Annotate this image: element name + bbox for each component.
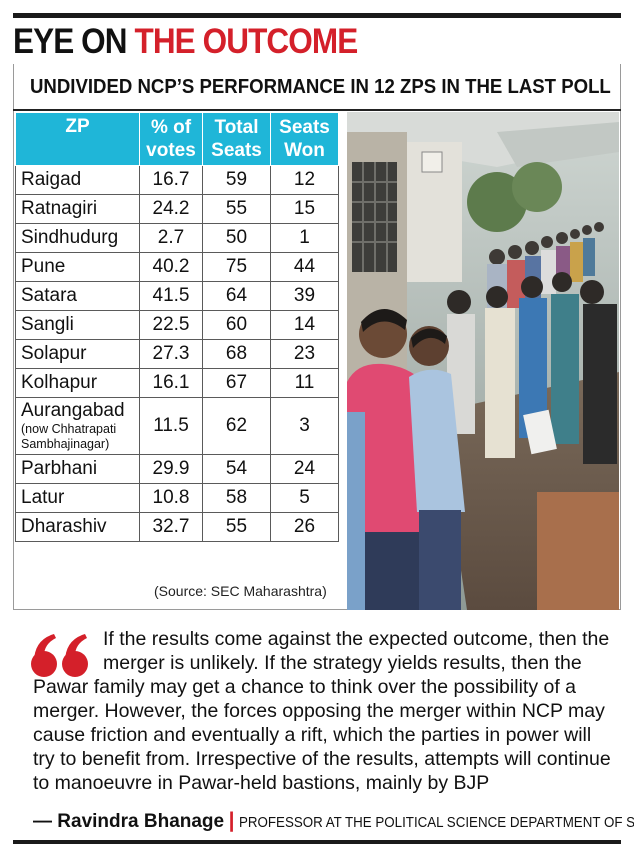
cell-zp: Sindhudurg xyxy=(15,223,140,253)
cell-total: 64 xyxy=(202,281,271,311)
cell-votes: 41.5 xyxy=(139,281,203,311)
cell-votes: 16.1 xyxy=(139,368,203,398)
cell-votes: 16.7 xyxy=(139,165,203,195)
zp-note-line-2: Sambhajinagar) xyxy=(21,437,110,451)
cell-total: 59 xyxy=(202,165,271,195)
table-row: Sindhudurg 2.7 50 1 xyxy=(15,223,339,253)
table-row: Kolhapur 16.1 67 11 xyxy=(15,368,339,398)
top-rule xyxy=(13,13,621,18)
cell-won: 23 xyxy=(270,339,339,369)
cell-zp: Kolhapur xyxy=(15,368,140,398)
cell-zp: Ratnagiri xyxy=(15,194,140,224)
table-row: Solapur 27.3 68 23 xyxy=(15,339,339,369)
table-row: Ratnagiri 24.2 55 15 xyxy=(15,194,339,224)
cell-total: 50 xyxy=(202,223,271,253)
cell-votes: 11.5 xyxy=(139,397,203,455)
cell-zp: Aurangabad (now Chhatrapati Sambhajinaga… xyxy=(15,397,140,455)
cell-total: 55 xyxy=(202,194,271,224)
cell-total: 75 xyxy=(202,252,271,282)
cell-votes: 2.7 xyxy=(139,223,203,253)
cell-votes: 22.5 xyxy=(139,310,203,340)
cell-votes: 27.3 xyxy=(139,339,203,369)
cell-zp: Solapur xyxy=(15,339,140,369)
bottom-rule xyxy=(13,840,621,844)
cell-zp: Sangli xyxy=(15,310,140,340)
cell-zp: Dharashiv xyxy=(15,512,140,542)
cell-zp: Raigad xyxy=(15,165,140,195)
cell-won: 3 xyxy=(270,397,339,455)
zp-note-line-1: (now Chhatrapati xyxy=(21,422,117,436)
cell-won: 5 xyxy=(270,483,339,513)
header-total-seats: Total Seats xyxy=(202,112,271,166)
cell-total: 55 xyxy=(202,512,271,542)
cell-votes: 32.7 xyxy=(139,512,203,542)
cell-votes: 24.2 xyxy=(139,194,203,224)
quote-author-role: PROFESSOR AT THE POLITICAL SCIENCE DEPAR… xyxy=(238,815,634,831)
cell-won: 14 xyxy=(270,310,339,340)
cell-zp: Pune xyxy=(15,252,140,282)
subheading: UNDIVIDED NCP’S PERFORMANCE IN 12 ZPS IN… xyxy=(30,76,611,98)
table-row: Dharashiv 32.7 55 26 xyxy=(15,512,339,542)
zp-name: Aurangabad xyxy=(21,400,125,421)
header-votes: % of votes xyxy=(139,112,203,166)
headline-part-1: EYE ON xyxy=(13,22,135,61)
table-row: Satara 41.5 64 39 xyxy=(15,281,339,311)
cell-zp: Latur xyxy=(15,483,140,513)
cell-won: 15 xyxy=(270,194,339,224)
quote-body: If the results come against the expected… xyxy=(33,627,618,795)
header-zp: ZP xyxy=(15,112,140,166)
graphic-frame xyxy=(13,64,621,610)
quote-attribution: — Ravindra Bhanage | PROFESSOR AT THE PO… xyxy=(33,809,634,833)
cell-total: 54 xyxy=(202,454,271,484)
cell-votes: 40.2 xyxy=(139,252,203,282)
table-row: Pune 40.2 75 44 xyxy=(15,252,339,282)
table-header-row: ZP % of votes Total Seats Seats Won xyxy=(15,112,339,166)
cell-won: 39 xyxy=(270,281,339,311)
cell-total: 68 xyxy=(202,339,271,369)
cell-won: 11 xyxy=(270,368,339,398)
source-note: (Source: SEC Maharashtra) xyxy=(154,583,327,599)
cell-total: 58 xyxy=(202,483,271,513)
cell-zp: Parbhani xyxy=(15,454,140,484)
cell-votes: 29.9 xyxy=(139,454,203,484)
header-seats-won: Seats Won xyxy=(270,112,339,166)
cell-zp: Satara xyxy=(15,281,140,311)
cell-won: 24 xyxy=(270,454,339,484)
zp-performance-table: ZP % of votes Total Seats Seats Won Raigad … xyxy=(15,112,339,542)
cell-total: 60 xyxy=(202,310,271,340)
quote-text: If the results come against the expected… xyxy=(33,628,611,794)
table-row: Aurangabad (now Chhatrapati Sambhajinaga… xyxy=(15,397,339,455)
headline-part-2: THE OUTCOME xyxy=(134,22,358,61)
headline: EYE ON THE OUTCOME xyxy=(13,22,358,62)
cell-won: 12 xyxy=(270,165,339,195)
quote-indent xyxy=(33,627,103,675)
cell-won: 44 xyxy=(270,252,339,282)
subheading-rule xyxy=(13,109,621,111)
voters-queue-photo xyxy=(347,112,619,610)
quote-author: — Ravindra Bhanage xyxy=(33,811,225,832)
cell-won: 26 xyxy=(270,512,339,542)
cell-won: 1 xyxy=(270,223,339,253)
cell-votes: 10.8 xyxy=(139,483,203,513)
attribution-separator: | xyxy=(228,809,235,832)
quote-mark-icon xyxy=(31,634,88,677)
table-row: Raigad 16.7 59 12 xyxy=(15,165,339,195)
table-row: Sangli 22.5 60 14 xyxy=(15,310,339,340)
table-row: Latur 10.8 58 5 xyxy=(15,483,339,513)
cell-total: 62 xyxy=(202,397,271,455)
cell-total: 67 xyxy=(202,368,271,398)
table-row: Parbhani 29.9 54 24 xyxy=(15,454,339,484)
